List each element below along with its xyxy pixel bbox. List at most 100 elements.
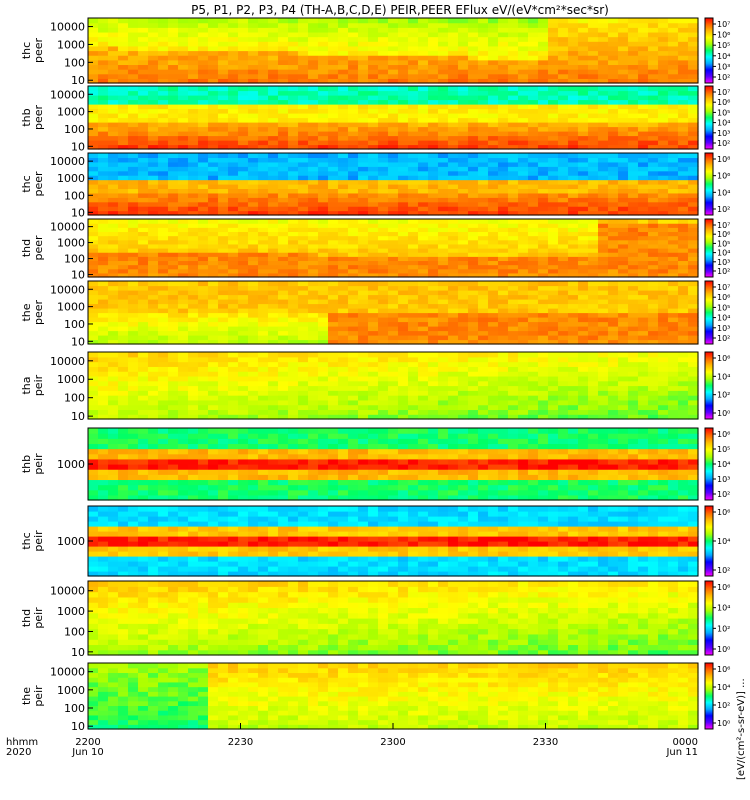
heat-cell bbox=[668, 335, 679, 341]
heat-cell bbox=[258, 264, 269, 270]
heat-cell bbox=[538, 78, 549, 84]
heat-cell bbox=[458, 166, 469, 172]
heat-cell bbox=[348, 175, 359, 181]
heat-cell bbox=[248, 117, 259, 123]
heat-cell bbox=[348, 69, 359, 75]
heat-cell bbox=[598, 86, 609, 92]
heat-cell bbox=[328, 219, 339, 224]
heat-cell bbox=[458, 268, 469, 274]
heat-cell bbox=[238, 361, 249, 367]
heat-cell bbox=[218, 366, 229, 372]
heat-cell bbox=[388, 170, 399, 176]
heat-cell bbox=[468, 131, 479, 137]
heat-cell bbox=[598, 294, 609, 300]
heat-cell bbox=[518, 22, 529, 28]
heat-cell bbox=[248, 157, 259, 163]
heat-cell bbox=[568, 140, 579, 146]
heat-cell bbox=[408, 78, 419, 84]
heat-cell bbox=[158, 153, 169, 159]
heat-cell bbox=[278, 64, 289, 70]
heat-cell bbox=[688, 326, 699, 332]
heat-cell bbox=[278, 256, 289, 262]
heat-cell bbox=[208, 290, 219, 296]
heat-cell bbox=[428, 264, 439, 270]
heat-cell bbox=[298, 55, 309, 61]
heat-cell bbox=[138, 399, 149, 406]
heat-cell bbox=[458, 18, 469, 24]
heat-cell bbox=[418, 260, 429, 266]
heat-cell bbox=[408, 231, 419, 237]
heat-cell bbox=[258, 248, 269, 253]
heat-cell bbox=[148, 294, 159, 300]
heat-cell bbox=[398, 326, 409, 332]
heat-cell bbox=[168, 69, 179, 75]
heat-cell bbox=[358, 326, 369, 332]
heat-cell bbox=[198, 126, 209, 132]
heat-cell bbox=[608, 59, 619, 66]
heat-cell bbox=[438, 317, 449, 323]
heat-cell bbox=[568, 108, 579, 114]
heat-cell bbox=[308, 239, 319, 245]
heat-cell bbox=[478, 239, 489, 245]
heat-cell bbox=[128, 41, 139, 47]
heat-cell bbox=[198, 179, 209, 185]
heat-cell bbox=[558, 281, 569, 287]
heat-cell bbox=[258, 256, 269, 262]
heat-cell bbox=[248, 303, 259, 309]
heat-cell bbox=[178, 260, 189, 266]
heat-cell bbox=[188, 64, 199, 70]
heat-cell bbox=[348, 303, 359, 309]
heat-cell bbox=[228, 330, 239, 336]
heat-cell bbox=[638, 153, 649, 159]
heat-cell bbox=[398, 414, 409, 420]
heat-cell bbox=[428, 210, 439, 216]
heat-cell bbox=[578, 299, 589, 305]
heat-cell bbox=[228, 99, 239, 105]
heat-cell bbox=[548, 45, 559, 52]
heat-cell bbox=[608, 113, 619, 119]
heat-cell bbox=[658, 330, 669, 336]
heat-cell bbox=[608, 188, 619, 194]
heat-cell bbox=[188, 210, 199, 216]
heat-cell bbox=[408, 223, 419, 228]
heat-cell bbox=[648, 78, 659, 84]
heat-cell bbox=[318, 69, 329, 75]
heat-cell bbox=[608, 36, 619, 42]
heat-cell bbox=[608, 206, 619, 212]
heat-cell bbox=[508, 395, 519, 401]
heat-cell bbox=[488, 27, 499, 33]
heat-cell bbox=[178, 41, 189, 47]
heat-cell bbox=[318, 170, 329, 176]
heat-cell bbox=[88, 268, 99, 274]
heat-cell bbox=[198, 73, 209, 79]
heat-cell bbox=[648, 235, 659, 241]
heat-cell bbox=[88, 86, 99, 92]
heat-cell bbox=[638, 179, 649, 185]
heat-cell bbox=[588, 197, 599, 203]
heat-cell bbox=[608, 108, 619, 114]
heat-cell bbox=[158, 27, 169, 33]
heat-cell bbox=[528, 126, 539, 132]
heat-cell bbox=[238, 308, 249, 314]
heat-cell bbox=[298, 117, 309, 123]
heat-cell bbox=[568, 179, 579, 185]
heat-cell bbox=[678, 179, 689, 185]
heat-cell bbox=[278, 390, 289, 396]
heat-cell bbox=[568, 18, 579, 24]
heat-cell bbox=[158, 206, 169, 212]
heat-cell bbox=[188, 144, 199, 150]
heat-cell bbox=[328, 135, 339, 141]
heat-cell bbox=[508, 192, 519, 198]
heat-cell bbox=[628, 166, 639, 172]
heat-cell bbox=[638, 231, 649, 237]
colorbar bbox=[704, 17, 714, 84]
heat-cell bbox=[618, 144, 629, 150]
heat-cell bbox=[378, 356, 389, 363]
heat-cell bbox=[448, 219, 459, 224]
heat-cell bbox=[608, 55, 619, 61]
heat-cell bbox=[368, 299, 379, 305]
heat-cell bbox=[258, 404, 269, 411]
heat-cell bbox=[588, 179, 599, 185]
heat-cell bbox=[458, 31, 469, 38]
heat-cell bbox=[308, 31, 319, 38]
